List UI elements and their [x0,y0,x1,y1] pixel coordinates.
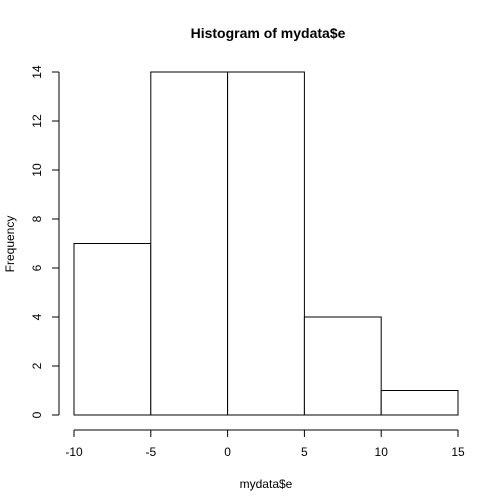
y-tick-label-1: 2 [30,362,44,369]
x-tick-label-5: 15 [451,445,465,459]
histogram-bar-0 [73,243,152,416]
y-tick-label-6: 12 [30,114,44,128]
chart-title: Histogram of mydata$e [191,25,346,41]
y-axis: 0 2 4 6 8 10 12 14 [30,65,60,418]
y-tick-label-7: 14 [30,65,44,79]
y-tick-label-2: 4 [30,313,44,320]
y-axis-label: Frequency [3,216,17,273]
x-tick-label-3: 5 [301,445,308,459]
y-tick-label-0: 0 [30,411,44,418]
histogram-bar-2 [227,71,305,416]
x-tick-label-4: 10 [375,445,389,459]
y-tick-label-5: 10 [30,163,44,177]
x-tick-label-1: -5 [145,445,156,459]
bars-group [73,71,459,416]
y-tick-label-4: 8 [30,215,44,222]
y-tick-label-3: 6 [30,264,44,271]
x-axis-label: mydata$e [240,477,293,491]
histogram-bar-3 [303,316,382,416]
x-tick-label-2: 0 [224,445,231,459]
x-axis: -10 -5 0 5 10 15 [65,429,465,459]
x-tick-label-0: -10 [65,445,83,459]
histogram-bar-1 [150,71,229,416]
histogram-bar-4 [380,390,459,416]
